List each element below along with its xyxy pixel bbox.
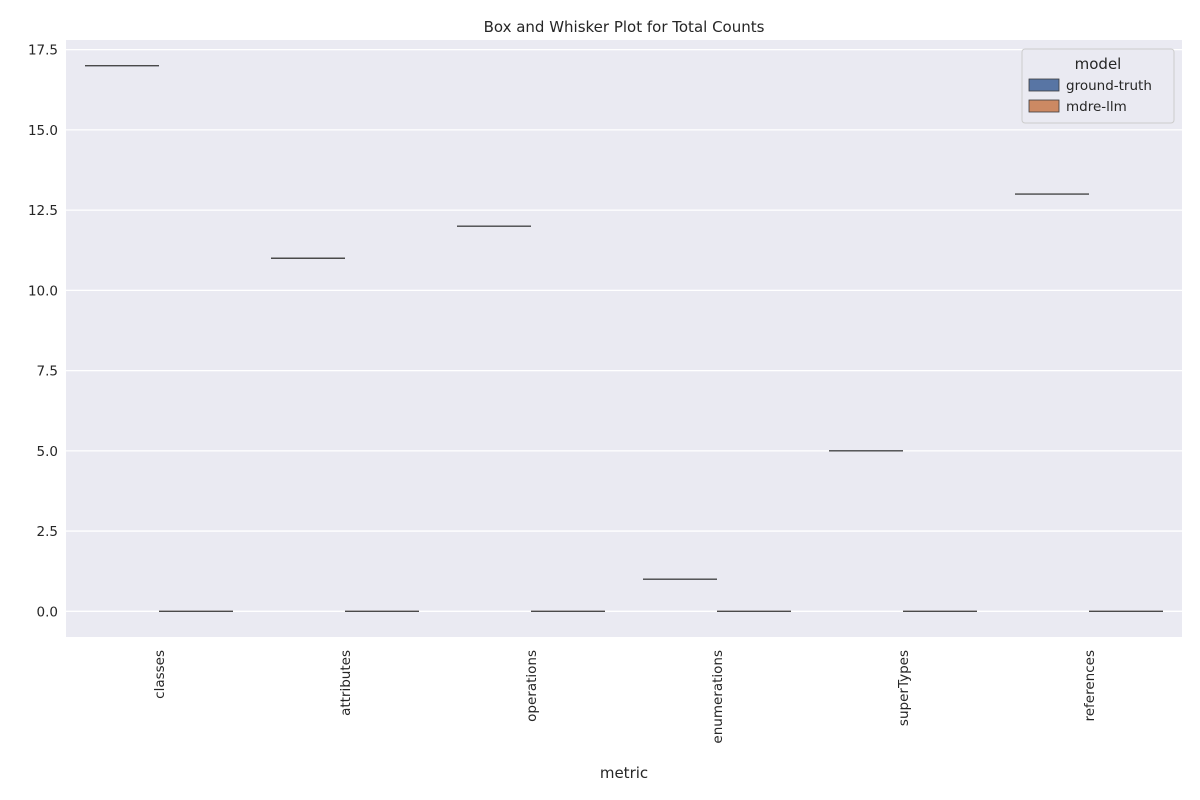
x-tick-label: classes xyxy=(152,650,168,699)
legend-frame xyxy=(1021,48,1175,124)
grid-lines xyxy=(66,48,1182,612)
plot-area xyxy=(66,40,1182,637)
legend-swatch-ground-truth xyxy=(1028,78,1060,92)
y-tick-label: 12.5 xyxy=(28,203,58,219)
y-tick-label: 2.5 xyxy=(37,524,58,540)
legend: model ground-truth mdre-llm xyxy=(1021,48,1175,124)
y-tick-label: 0.0 xyxy=(37,604,58,620)
y-tick-label: 5.0 xyxy=(37,444,58,460)
x-axis-ticks: classes attributes operations enumerations s… xyxy=(152,650,1098,744)
y-tick-label: 7.5 xyxy=(37,364,58,380)
y-tick-label: 17.5 xyxy=(28,43,58,59)
legend-label-ground-truth: ground-truth xyxy=(1066,78,1152,94)
x-tick-label: references xyxy=(1082,650,1098,722)
legend-title: model xyxy=(1075,55,1122,73)
x-axis-label: metric xyxy=(600,764,648,782)
x-tick-label: enumerations xyxy=(710,650,726,744)
y-tick-label: 10.0 xyxy=(28,283,58,299)
x-tick-label: attributes xyxy=(338,650,354,716)
legend-label-mdre-llm: mdre-llm xyxy=(1066,99,1127,115)
x-tick-label: operations xyxy=(524,650,540,722)
y-tick-label: 15.0 xyxy=(28,123,58,139)
legend-swatch-mdre-llm xyxy=(1028,99,1060,113)
boxes xyxy=(85,64,1163,613)
chart-title: Box and Whisker Plot for Total Counts xyxy=(484,18,765,36)
y-axis-ticks: 0.0 2.5 5.0 7.5 10.0 12.5 15.0 17.5 xyxy=(28,43,58,621)
x-tick-label: superTypes xyxy=(896,650,912,726)
